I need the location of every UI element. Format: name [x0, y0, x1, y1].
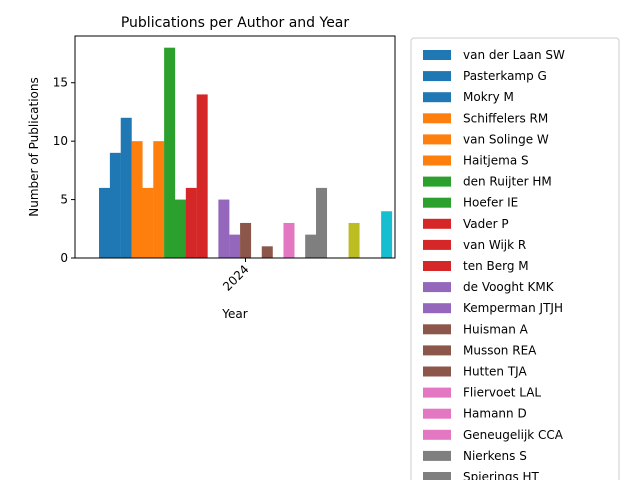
bar-van-der-laan-sw — [99, 187, 111, 258]
bar-van-wijk-r — [196, 94, 208, 258]
legend-label: Musson REA — [463, 343, 537, 357]
x-tick-label: 2024 — [220, 262, 251, 293]
legend-label: Nierkens S — [463, 449, 527, 463]
legend-swatch — [423, 345, 451, 356]
legend-label: Vader P — [463, 217, 509, 231]
bar-schiffelers-rm — [131, 141, 143, 258]
bar-de-vooght-kmk — [218, 199, 230, 258]
legend-label: de Vooght KMK — [463, 280, 555, 294]
bar-hamann-d — [283, 222, 295, 258]
bar-series-27 — [381, 211, 393, 258]
y-axis-label: Number of Publications — [27, 77, 41, 217]
legend-swatch — [423, 408, 451, 419]
legend-swatch — [423, 71, 451, 82]
y-tick-label: 10 — [53, 134, 68, 148]
bar-vader-p — [185, 187, 197, 258]
legend-swatch — [423, 282, 451, 293]
y-tick-label: 5 — [60, 193, 68, 207]
bar-series-24 — [348, 222, 360, 258]
legend-label: Pasterkamp G — [463, 69, 547, 83]
legend-label: ten Berg M — [463, 259, 529, 273]
legend-label: Mokry M — [463, 90, 514, 104]
legend-swatch — [423, 303, 451, 314]
y-axis: 0 5 10 15 — [53, 76, 75, 265]
bar-pasterkamp-g — [109, 152, 121, 258]
legend-swatch — [423, 155, 451, 166]
plot-area — [99, 47, 393, 259]
x-axis-label: Year — [221, 307, 247, 321]
legend-swatch — [423, 324, 451, 335]
legend-label: van der Laan SW — [463, 48, 565, 62]
plot-frame — [74, 35, 396, 259]
bar-nierkens-s — [305, 234, 317, 258]
legend-label: Haitjema S — [463, 154, 529, 168]
legend-box — [410, 37, 620, 480]
legend-label: Kemperman JTJH — [463, 301, 563, 315]
legend-swatch — [423, 366, 451, 377]
bar-hutten-tja — [261, 246, 273, 258]
legend-label: Huisman A — [463, 322, 529, 336]
bar-van-solinge-w — [142, 187, 154, 258]
y-tick-label: 0 — [60, 251, 68, 265]
legend-swatch — [423, 113, 451, 124]
legend-label: den Ruijter HM — [463, 175, 552, 189]
legend-label: Spierings HT — [463, 470, 540, 480]
legend-swatch — [423, 176, 451, 187]
bar-haitjema-s — [153, 141, 165, 258]
chart-title: Publications per Author and Year — [121, 15, 350, 31]
y-tick-label: 15 — [53, 76, 68, 90]
legend-swatch — [423, 450, 451, 461]
bar-hoefer-ie — [174, 199, 186, 258]
bar-huisman-a — [240, 222, 252, 258]
legend-label: Hutten TJA — [463, 365, 528, 379]
legend-label: Fliervoet LAL — [463, 386, 541, 400]
bar-mokry-m — [120, 117, 132, 258]
legend: van der Laan SW Pasterkamp G Mokry M Schiff… — [410, 37, 620, 480]
legend-swatch — [423, 50, 451, 60]
legend-swatch — [423, 92, 451, 103]
legend-label: Hamann D — [463, 407, 527, 421]
legend-swatch — [423, 429, 451, 440]
legend-swatch — [423, 239, 451, 250]
x-axis: 2024 — [220, 258, 252, 294]
legend-swatch — [423, 218, 451, 229]
legend-label: Geneugelijk CCA — [463, 428, 564, 442]
legend-swatch — [423, 197, 451, 208]
bar-den-ruijter-hm — [164, 47, 176, 259]
legend-swatch — [423, 134, 451, 145]
legend-swatch — [423, 387, 451, 398]
legend-swatch — [423, 472, 451, 480]
legend-label: Hoefer IE — [463, 196, 518, 210]
legend-label: van Wijk R — [463, 238, 526, 252]
legend-label: van Solinge W — [463, 132, 549, 146]
legend-label: Schiffelers RM — [463, 111, 548, 125]
bar-kemperman-jtjh — [229, 234, 241, 258]
bar-spierings-ht — [316, 187, 328, 258]
legend-swatch — [423, 261, 451, 271]
